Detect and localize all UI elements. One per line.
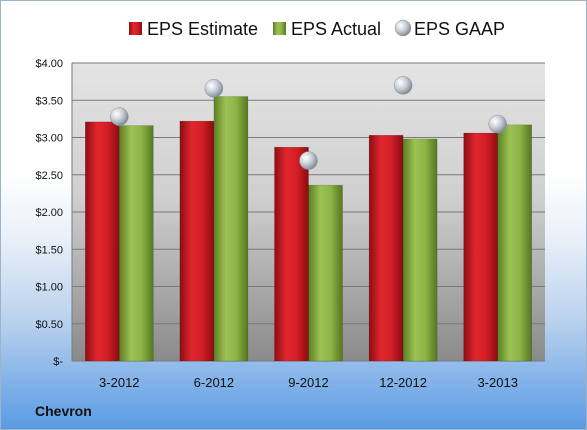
legend: EPS Estimate EPS Actual EPS GAAP xyxy=(129,19,505,39)
bar-eps-actual xyxy=(402,138,438,362)
x-tick-label: 12-2012 xyxy=(379,375,427,390)
marker-eps-gaap xyxy=(204,79,224,98)
marker-eps-gaap xyxy=(299,151,318,170)
bar-eps-estimate xyxy=(179,120,215,362)
marker-eps-gaap xyxy=(393,76,413,95)
y-tick-label: $0.50 xyxy=(35,319,63,331)
marker-eps-gaap xyxy=(488,114,507,134)
y-tick-label: $4.00 xyxy=(35,58,63,70)
bar-eps-actual xyxy=(213,96,249,362)
bar-eps-actual xyxy=(119,125,154,362)
x-tick-label: 6-2012 xyxy=(194,375,234,390)
marker-eps-gaap xyxy=(110,107,129,126)
x-tick-label: 3-2012 xyxy=(99,375,139,390)
bar-eps-estimate xyxy=(463,132,498,362)
y-tick-label: $3.00 xyxy=(35,133,63,145)
company-name: Chevron xyxy=(35,403,92,419)
y-tick-label: $1.50 xyxy=(35,244,63,256)
bar-eps-estimate xyxy=(85,121,120,362)
y-tick-label: $- xyxy=(53,356,63,368)
legend-swatch xyxy=(273,22,286,35)
bar-eps-estimate xyxy=(368,135,404,362)
y-tick-label: $2.50 xyxy=(35,170,63,182)
y-tick-label: $1.00 xyxy=(35,282,63,294)
legend-label: EPS Estimate xyxy=(147,19,258,39)
x-tick-label: 9-2012 xyxy=(288,375,328,390)
y-tick-label: $3.50 xyxy=(35,95,63,107)
bar-eps-estimate xyxy=(274,146,309,362)
x-tick-label: 3-2013 xyxy=(477,375,517,390)
legend-label: EPS Actual xyxy=(291,19,381,39)
bar-eps-actual xyxy=(308,184,343,362)
legend-swatch xyxy=(129,22,142,35)
plot-area: $- $0.50 $1.00 $1.50 $2.00 $2.50 $3.00 $3.50 $4.… xyxy=(35,58,545,390)
bar-eps-actual xyxy=(497,124,532,362)
legend-label: EPS GAAP xyxy=(414,19,505,39)
y-tick-label: $2.00 xyxy=(35,207,63,219)
legend-swatch xyxy=(394,19,412,37)
